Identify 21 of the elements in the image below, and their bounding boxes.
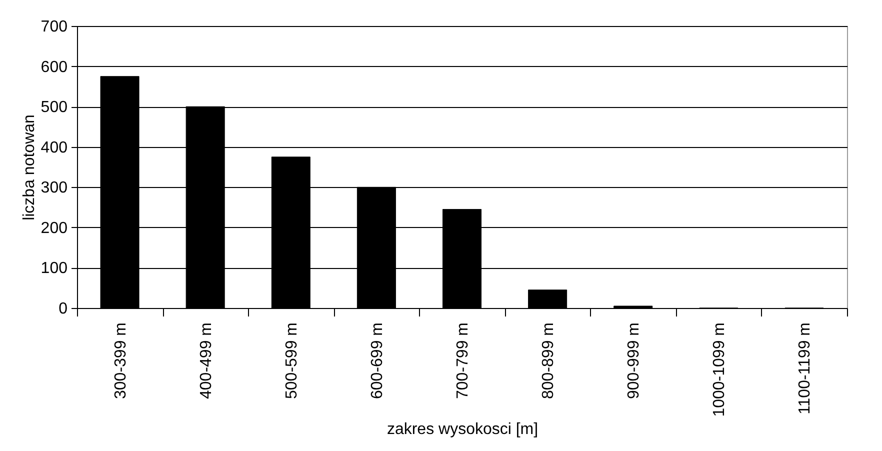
y-tick-label: 500 (40, 99, 68, 116)
y-tick-label: 400 (40, 139, 68, 156)
x-axis-title: zakres wysokosci [m] (386, 420, 538, 438)
bar (528, 290, 568, 308)
x-tick-label: 900-999 m (626, 322, 643, 399)
x-tick-label: 500-599 m (283, 322, 300, 399)
y-tick-label: 600 (40, 58, 68, 76)
x-tick-label: 800-899 m (540, 322, 558, 399)
x-tick-label: 400-499 m (198, 322, 215, 399)
x-tick-label: 600-699 m (368, 322, 386, 399)
y-tick-label: 300 (40, 180, 68, 197)
y-tick-label: 0 (58, 300, 68, 318)
x-tick-label: 1000-1099 m (711, 322, 728, 417)
y-tick-label: 700 (40, 18, 68, 36)
x-tick-label: 300-399 m (112, 322, 130, 399)
y-tick-label: 100 (40, 260, 68, 278)
y-axis-title: liczba notowan (20, 114, 38, 220)
bar (614, 306, 653, 308)
x-tick-label: 1100-1199 m (796, 322, 814, 414)
x-tick-label: 700-799 m (454, 322, 472, 399)
y-tick-label: 200 (40, 220, 68, 237)
